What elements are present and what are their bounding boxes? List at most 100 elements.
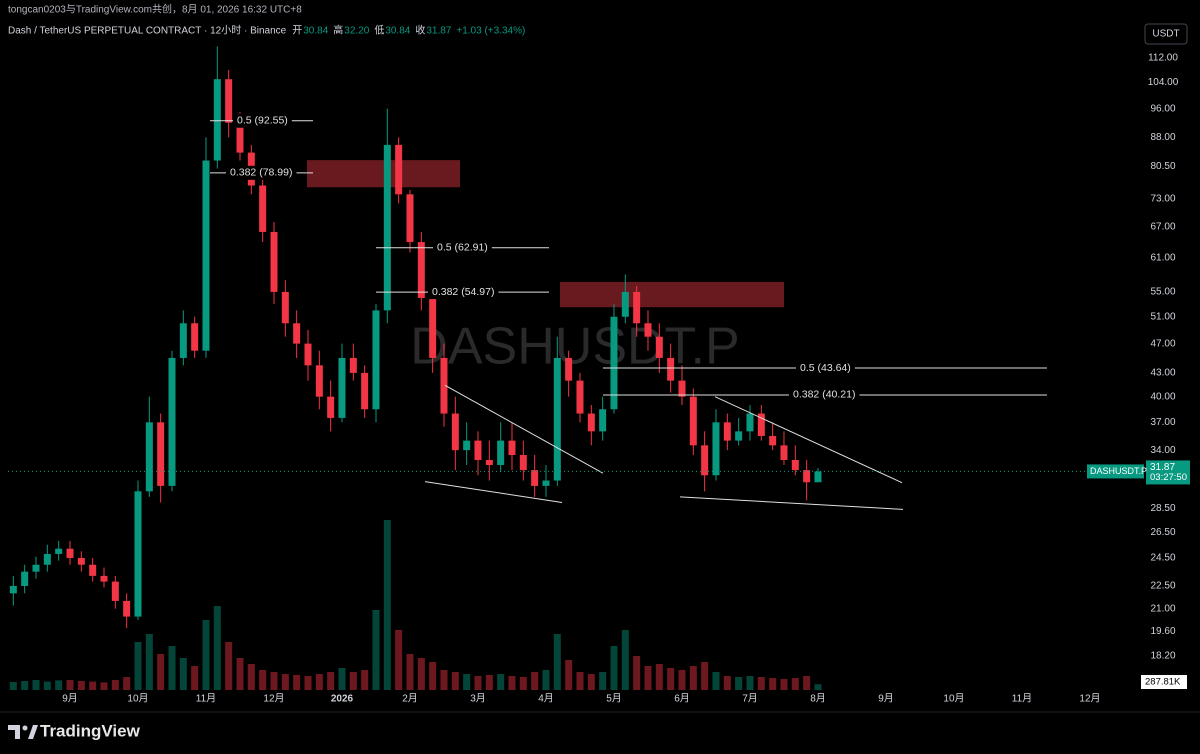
- header-text: 低: [374, 24, 384, 37]
- y-tick-label: 21.00: [1150, 603, 1175, 614]
- candle-body: [712, 422, 720, 476]
- volume-tag-label: 287.81K: [1145, 677, 1181, 688]
- volume-bar: [191, 666, 199, 690]
- candle-body: [757, 413, 765, 436]
- volume-bar: [66, 680, 74, 690]
- candle-body: [655, 336, 663, 358]
- volume-bar: [678, 670, 686, 690]
- volume-tag: [1141, 675, 1187, 689]
- y-tick-label: 67.00: [1150, 222, 1175, 233]
- header-text: 30.84: [385, 26, 410, 37]
- currency-label[interactable]: USDT: [1152, 29, 1179, 40]
- candle-body: [519, 455, 527, 471]
- y-tick-label: 40.00: [1150, 391, 1175, 402]
- symbol-tag: [1087, 464, 1144, 479]
- fib-label-bg: [789, 387, 860, 402]
- candle-body: [803, 470, 811, 483]
- volume-bar: [576, 672, 584, 690]
- volume-bar: [315, 674, 323, 690]
- candle-body: [293, 323, 301, 344]
- x-tick-label: 6月: [674, 693, 690, 705]
- volume-bar: [667, 668, 675, 690]
- candle-body: [9, 585, 17, 594]
- volume-bar: [259, 670, 267, 690]
- candle-body: [32, 564, 40, 572]
- candle-body: [372, 310, 380, 410]
- volume-bar: [769, 678, 777, 690]
- supply-zone: [560, 281, 784, 308]
- volume-bar: [395, 630, 403, 690]
- candle-body: [349, 357, 357, 373]
- candle-body: [769, 435, 777, 446]
- candle-body: [21, 571, 29, 586]
- y-tick-label: 24.50: [1150, 553, 1175, 564]
- candle-body: [43, 553, 51, 565]
- x-tick-label: 3月: [470, 693, 486, 705]
- price-tag-value: 31.87: [1150, 462, 1175, 473]
- volume-bar: [225, 642, 233, 690]
- x-tick-label: 4月: [538, 693, 554, 705]
- volume-bar: [508, 676, 516, 690]
- fib-label-bg: [796, 361, 855, 376]
- volume-bar: [111, 680, 119, 690]
- y-tick-label: 19.60: [1150, 626, 1175, 637]
- candle-body: [474, 440, 482, 460]
- volume-bar: [735, 677, 743, 690]
- y-tick-label: 18.20: [1150, 650, 1175, 661]
- y-tick-label: 112.00: [1148, 53, 1178, 64]
- volume-bar: [542, 670, 550, 690]
- candle-body: [485, 459, 493, 465]
- volume-bar: [587, 674, 595, 690]
- volume-bar: [157, 654, 165, 690]
- fib-label: 0.382 (40.21): [793, 389, 855, 401]
- y-tick-label: 61.00: [1150, 252, 1175, 263]
- candle-body: [202, 160, 210, 351]
- y-tick-label: 34.00: [1150, 445, 1175, 456]
- y-tick-label: 88.00: [1150, 132, 1175, 143]
- candle-body: [100, 575, 108, 582]
- candle-body: [338, 357, 346, 418]
- volume-bar: [179, 658, 187, 690]
- volume-bar: [746, 676, 754, 690]
- candle-body: [179, 323, 187, 358]
- volume-bar: [485, 675, 493, 690]
- candle-body: [304, 343, 312, 366]
- trend-line: [714, 396, 903, 484]
- logo-text: TradingView: [40, 721, 141, 740]
- volume-bar: [565, 660, 573, 690]
- volume-bar: [361, 670, 369, 690]
- x-tick-label: 2026: [331, 694, 354, 705]
- volume-bar: [655, 664, 663, 690]
- volume-bar: [791, 678, 799, 690]
- x-tick-label: 8月: [810, 693, 826, 705]
- header-text: 高: [333, 24, 343, 37]
- volume-bar: [9, 682, 17, 690]
- header-text: 开: [292, 26, 302, 37]
- candle-body: [213, 79, 221, 161]
- volume-bar: [372, 610, 380, 690]
- volume-bar: [803, 676, 811, 690]
- candle-body: [451, 413, 459, 451]
- candle-body: [440, 357, 448, 414]
- candle-body: [678, 380, 686, 397]
- candle-body: [633, 291, 641, 324]
- logo-icon: [8, 725, 38, 739]
- volume-bar: [780, 679, 788, 690]
- x-tick-label: 11月: [1012, 693, 1032, 705]
- currency-button[interactable]: [1144, 23, 1188, 45]
- volume-bar: [497, 674, 505, 690]
- volume-bar: [621, 630, 629, 690]
- x-tick-label: 5月: [606, 693, 622, 705]
- candle-body: [644, 323, 652, 337]
- header-text: 31.87: [426, 26, 451, 37]
- x-tick-label: 12月: [263, 693, 284, 705]
- candle-body: [123, 600, 131, 617]
- fib-label-bg: [428, 285, 499, 300]
- candle-body: [281, 291, 289, 324]
- y-tick-label: 47.00: [1150, 338, 1175, 349]
- volume-bar: [338, 668, 346, 690]
- x-tick-label: 2月: [402, 693, 418, 705]
- candle-body: [168, 357, 176, 486]
